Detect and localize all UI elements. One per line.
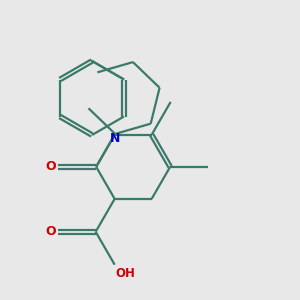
Text: O: O [45,225,56,238]
Text: OH: OH [116,267,136,280]
Text: N: N [110,132,120,145]
Text: O: O [46,160,56,173]
